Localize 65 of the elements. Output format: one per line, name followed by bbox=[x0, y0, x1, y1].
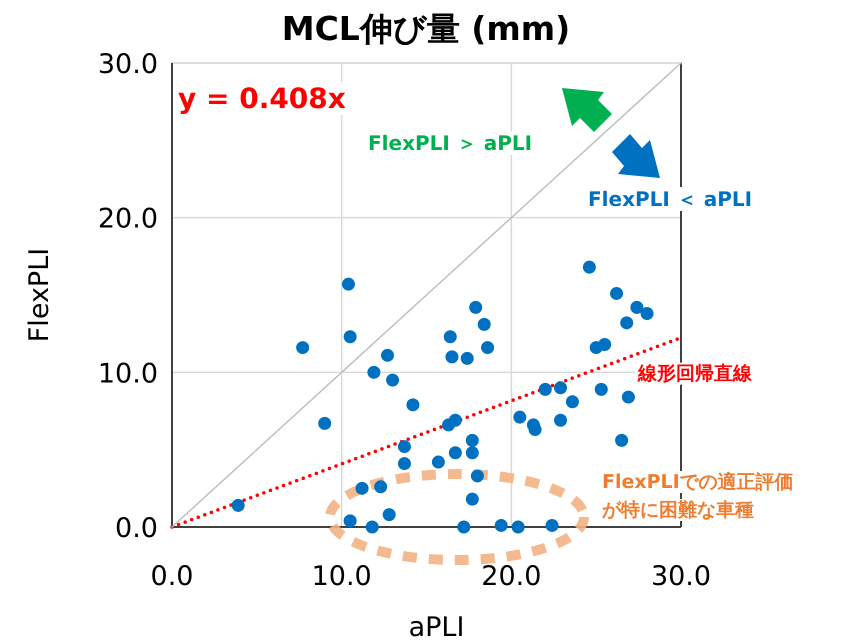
point bbox=[344, 514, 357, 528]
point bbox=[406, 398, 420, 412]
point bbox=[470, 469, 484, 482]
point bbox=[386, 374, 400, 387]
point bbox=[367, 366, 380, 379]
y-tick-label: 20.0 bbox=[98, 204, 158, 235]
point bbox=[622, 390, 635, 404]
point bbox=[594, 382, 608, 396]
annotation: y = 0.408x bbox=[178, 82, 346, 115]
x-tick-label: 0.0 bbox=[150, 561, 194, 592]
point bbox=[344, 330, 357, 344]
point bbox=[582, 260, 596, 274]
point bbox=[478, 318, 491, 331]
point bbox=[432, 456, 445, 469]
point bbox=[554, 381, 568, 394]
y-tick-label: 10.0 bbox=[98, 358, 158, 390]
point bbox=[232, 498, 245, 512]
point bbox=[318, 416, 332, 430]
annotation: FlexPLIでの適正評価 bbox=[602, 471, 794, 493]
point bbox=[382, 508, 396, 522]
point bbox=[538, 382, 552, 396]
point bbox=[494, 518, 508, 532]
point bbox=[466, 446, 479, 460]
point bbox=[546, 518, 559, 532]
point bbox=[448, 446, 462, 460]
point bbox=[598, 338, 612, 351]
point bbox=[448, 414, 462, 427]
point bbox=[615, 434, 628, 447]
point bbox=[469, 300, 482, 314]
annotation: が特に困難な車種 bbox=[601, 499, 754, 521]
point bbox=[640, 307, 654, 320]
point bbox=[512, 520, 525, 534]
point bbox=[610, 286, 624, 300]
point bbox=[620, 316, 634, 330]
point bbox=[374, 480, 388, 494]
point bbox=[528, 423, 542, 436]
x-axis-title: aPLI bbox=[408, 612, 464, 641]
point bbox=[380, 348, 394, 362]
point bbox=[466, 434, 479, 447]
x-tick-label: 30.0 bbox=[650, 561, 712, 592]
point bbox=[457, 520, 470, 534]
x-tick-label: 20.0 bbox=[481, 561, 542, 592]
point bbox=[513, 410, 526, 424]
point bbox=[444, 330, 457, 344]
point bbox=[366, 520, 379, 534]
y-tick-label: 0.0 bbox=[115, 513, 158, 544]
point bbox=[566, 395, 579, 408]
annotation: FlexPLI ＞ aPLI bbox=[368, 131, 532, 155]
point bbox=[630, 300, 644, 314]
y-axis-title: FlexPLI bbox=[24, 248, 55, 342]
point bbox=[342, 278, 355, 291]
point bbox=[445, 350, 458, 364]
annotation: FlexPLI ＜ aPLI bbox=[588, 187, 752, 211]
point bbox=[481, 341, 494, 354]
chart-title: MCL伸び量 (mm) bbox=[282, 9, 570, 48]
point bbox=[398, 440, 411, 454]
point bbox=[296, 341, 310, 354]
point bbox=[398, 457, 411, 470]
point bbox=[554, 414, 568, 427]
point bbox=[356, 482, 369, 495]
point bbox=[460, 352, 474, 365]
annotation: 線形回帰直線 bbox=[637, 362, 753, 385]
x-tick-label: 10.0 bbox=[312, 561, 372, 592]
y-tick-label: 30.0 bbox=[98, 49, 158, 80]
point bbox=[466, 492, 479, 506]
